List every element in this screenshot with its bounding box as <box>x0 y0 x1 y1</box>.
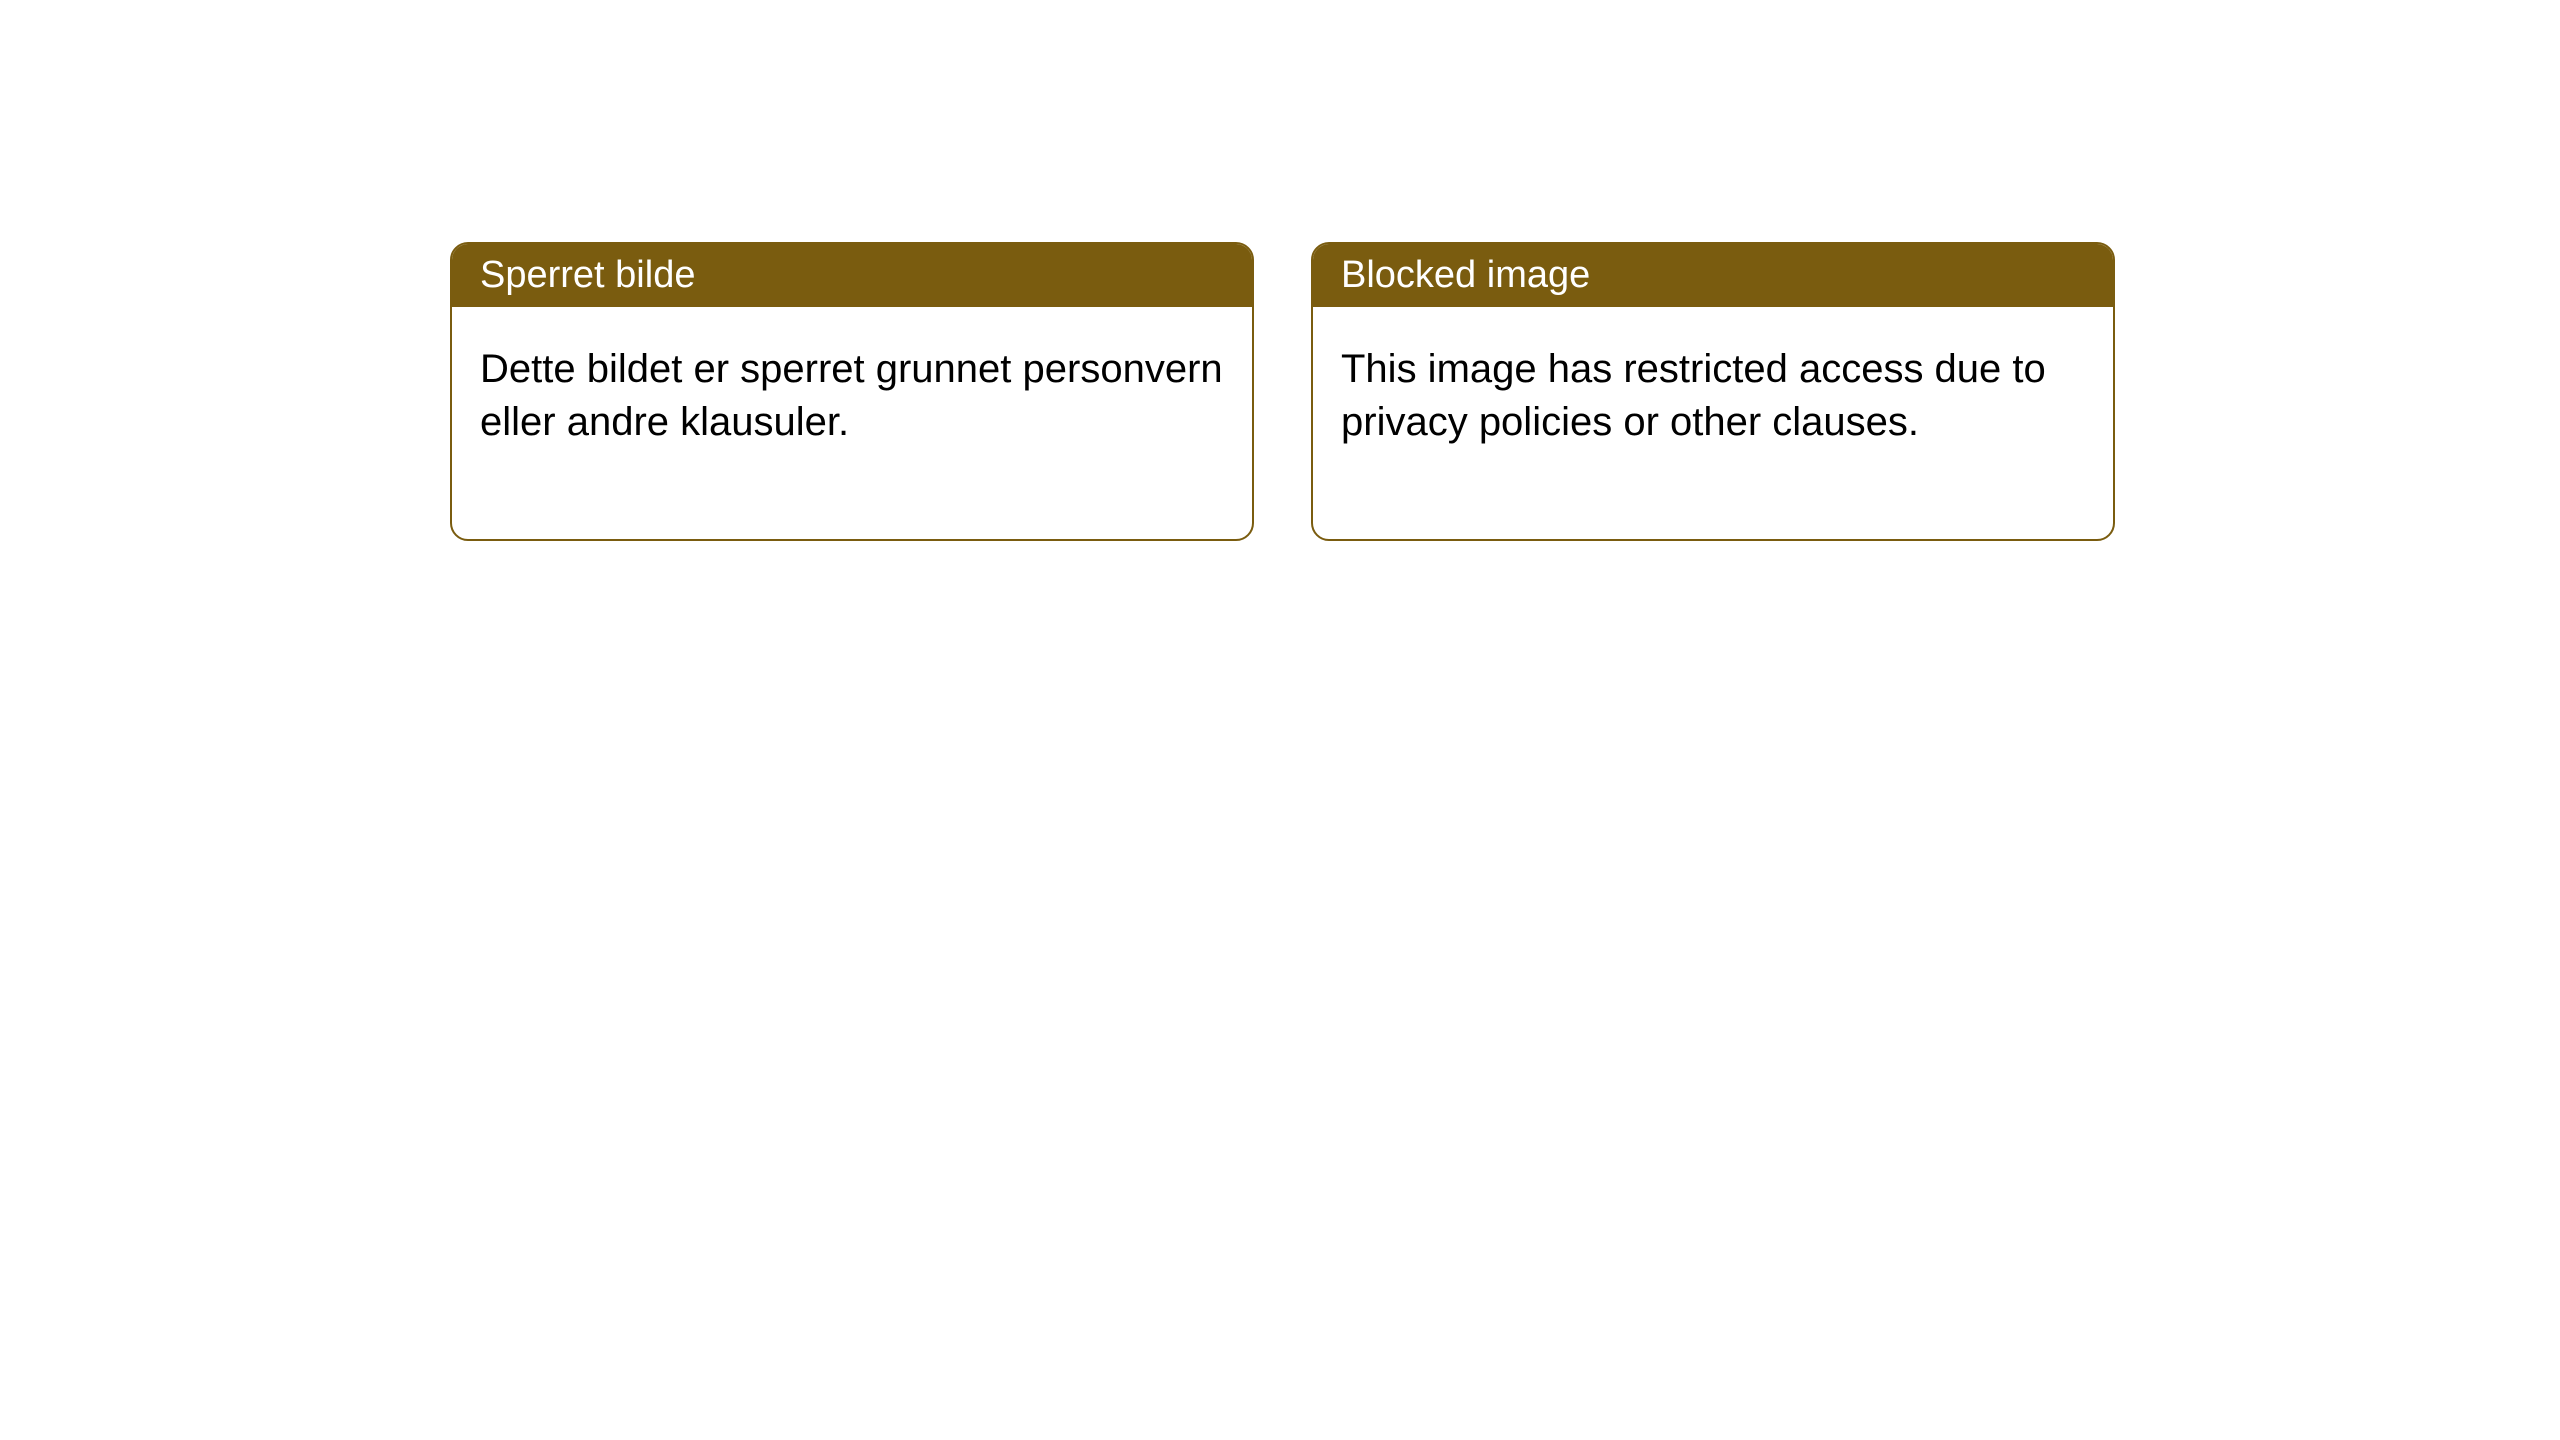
notice-card-english: Blocked image This image has restricted … <box>1311 242 2115 541</box>
notice-body: Dette bildet er sperret grunnet personve… <box>452 307 1252 539</box>
notice-header: Blocked image <box>1313 244 2113 307</box>
notice-card-norwegian: Sperret bilde Dette bildet er sperret gr… <box>450 242 1254 541</box>
notice-container: Sperret bilde Dette bildet er sperret gr… <box>0 0 2560 541</box>
notice-header: Sperret bilde <box>452 244 1252 307</box>
notice-body: This image has restricted access due to … <box>1313 307 2113 539</box>
